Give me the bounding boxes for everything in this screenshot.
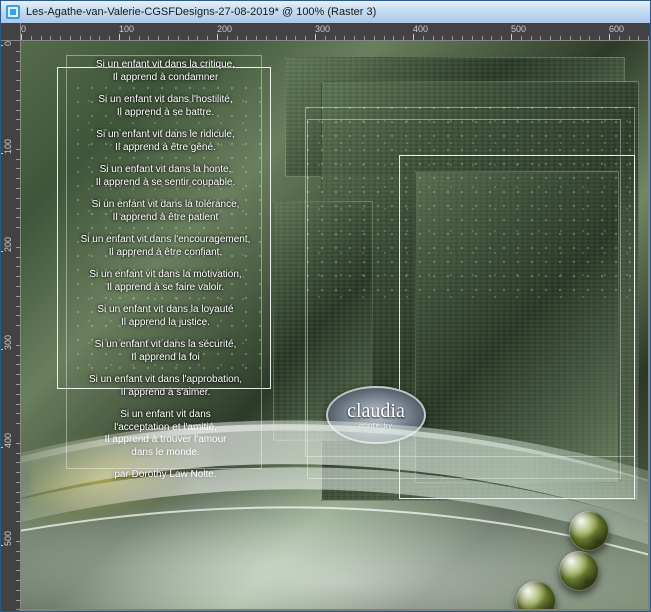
poem-stanza: Si un enfant vit dans l'encouragement,Il… [63,234,268,259]
app-icon [5,4,21,20]
document-area: 0 100 200 300 400 500 600 0 100 200 300 400 500 Si … [1,23,650,611]
ruler-horizontal[interactable]: 0 100 200 300 400 500 600 [21,23,650,41]
ruler-h-label: 400 [413,24,428,34]
titlebar[interactable]: Les-Agathe-van-Valerie-CGSFDesigns-27-08… [1,1,650,23]
ruler-v-label: 0 [3,41,13,46]
ruler-h-label: 0 [21,24,26,34]
ruler-h-label: 500 [511,24,526,34]
poem-stanza: Si un enfant vit dans la critique,Il app… [63,59,268,84]
ruler-v-label: 100 [3,139,13,154]
poem-stanza: Si un enfant vit dans l'hostilité,Il app… [63,94,268,119]
poem-stanza: Si un enfant vit dansl'acceptation et l'… [63,409,268,459]
poem-stanza: Si un enfant vit dans l'approbation,Il a… [63,374,268,399]
ruler-vertical[interactable]: 0 100 200 300 400 500 [1,41,21,611]
gem-orb [559,551,599,591]
title-text: Les-Agathe-van-Valerie-CGSFDesigns-27-08… [26,6,376,18]
poem-stanza: Si un enfant vit dans la honte,Il appren… [63,164,268,189]
ruler-h-label: 200 [217,24,232,34]
ruler-h-label: 600 [609,24,624,34]
poem-stanza: Si un enfant vit dans la tolérance,Il ap… [63,199,268,224]
gem-orb [569,511,609,551]
poem-stanza: Si un enfant vit dans la sécurité,Il app… [63,339,268,364]
ruler-v-label: 500 [3,531,13,546]
poem-stanza: Si un enfant vit dans la motivation,Il a… [63,269,268,294]
ruler-h-label: 300 [315,24,330,34]
poem-text: Si un enfant vit dans la critique,Il app… [63,59,268,482]
ruler-origin[interactable] [1,23,21,41]
poem-attribution: par Dorothy Law Nolte. [63,469,268,482]
ruler-v-label: 400 [3,433,13,448]
signature-badge: claudia made by [326,386,426,444]
ruler-h-label: 100 [119,24,134,34]
ruler-v-label: 200 [3,237,13,252]
canvas[interactable]: Si un enfant vit dans la critique,Il app… [21,41,648,609]
ruler-v-label: 300 [3,335,13,350]
poem-stanza: Si un enfant vit dans la loyautéIl appre… [63,304,268,329]
gem-orb [516,581,556,609]
badge-name: claudia [347,400,405,423]
document-window: Les-Agathe-van-Valerie-CGSFDesigns-27-08… [0,0,651,612]
poem-stanza: Si un enfant vit dans le ridicule,Il app… [63,129,268,154]
badge-sub: made by [359,423,393,430]
